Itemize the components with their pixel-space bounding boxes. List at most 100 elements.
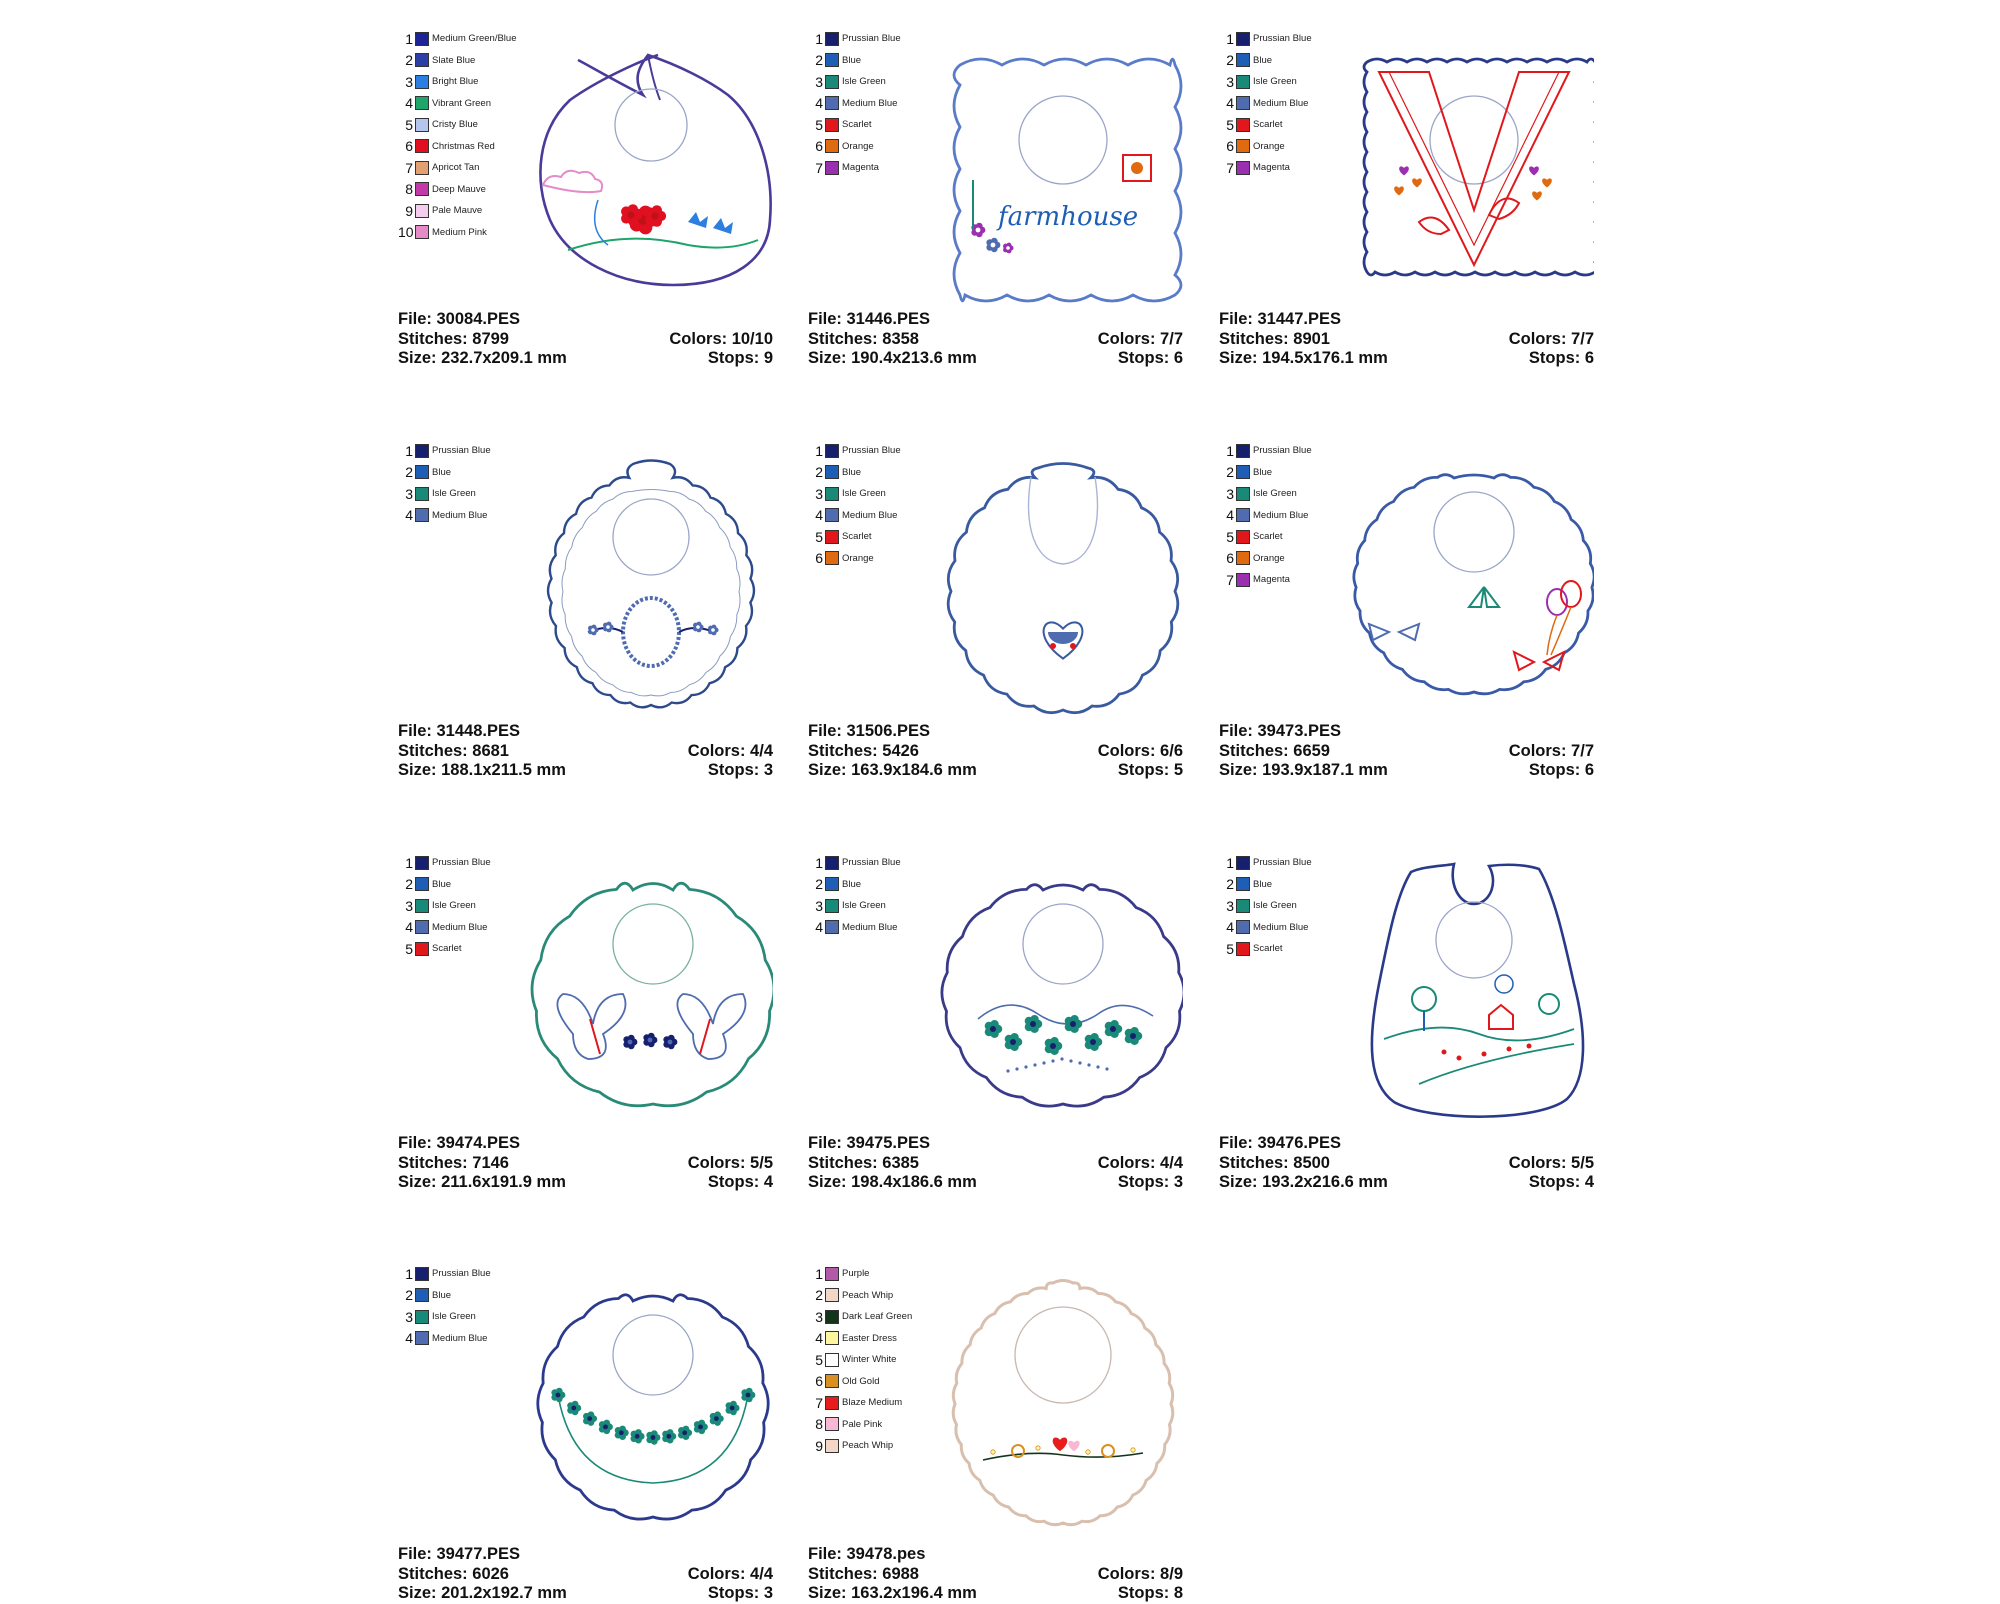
color-swatch bbox=[825, 1438, 839, 1453]
legend-number: 7 bbox=[815, 159, 823, 176]
design-card: 1 Purple 2 Peach Whip 3 Dark Leaf Green 4 Easte… bbox=[808, 1255, 1183, 1602]
legend-item: 5 Winter White bbox=[808, 1349, 958, 1371]
thread-name: Medium Green/Blue bbox=[432, 33, 517, 45]
design-card: 1 Prussian Blue 2 Blue 3 Isle Green 4 Medium Bl… bbox=[1219, 844, 1594, 1191]
legend-number: 5 bbox=[405, 116, 413, 133]
color-swatch bbox=[1236, 117, 1250, 132]
file-name: File: 39478.pes bbox=[808, 1545, 926, 1563]
thread-name: Blue bbox=[1253, 878, 1273, 890]
bib-embroidery-preview bbox=[536, 1293, 770, 1521]
color-count: Colors: 7/7 bbox=[1508, 741, 1594, 760]
neck-opening bbox=[1027, 476, 1099, 565]
file-name: File: 31446.PES bbox=[808, 310, 930, 328]
file-name: File: 39474.PES bbox=[398, 1134, 520, 1152]
house-icon bbox=[1488, 1003, 1514, 1030]
legend-item: 4 Vibrant Green bbox=[398, 93, 548, 115]
color-swatch bbox=[415, 117, 429, 132]
legend-item: 7 Magenta bbox=[808, 157, 958, 179]
legend-item: 9 Peach Whip bbox=[808, 1435, 958, 1457]
thread-name: Bright Blue bbox=[432, 76, 479, 88]
legend-number: 6 bbox=[1226, 550, 1234, 567]
thread-name: Cristy Blue bbox=[432, 119, 478, 131]
farmhouse-text: farmhouse bbox=[996, 202, 1138, 232]
legend-number: 5 bbox=[815, 1351, 823, 1368]
thread-name: Orange bbox=[842, 552, 874, 564]
color-count: Colors: 5/5 bbox=[687, 1153, 773, 1172]
color-swatch bbox=[415, 203, 429, 218]
heart-icon bbox=[1532, 191, 1542, 201]
legend-item: 9 Pale Mauve bbox=[398, 200, 548, 222]
legend-number: 4 bbox=[815, 507, 823, 524]
thread-name: Orange bbox=[1253, 140, 1285, 152]
legend-item: 2 Blue bbox=[398, 1285, 548, 1307]
design-info: File: 39476.PES Stitches: 8500 Colors: 5/5… bbox=[1219, 1134, 1594, 1193]
color-swatch bbox=[415, 1288, 429, 1303]
thread-name: Prussian Blue bbox=[1253, 445, 1312, 457]
color-swatch bbox=[825, 551, 839, 566]
color-swatch bbox=[1236, 96, 1250, 111]
color-swatch bbox=[415, 139, 429, 154]
tree-icon bbox=[1411, 986, 1437, 1012]
legend-number: 1 bbox=[815, 442, 823, 459]
color-count: Colors: 7/7 bbox=[1508, 329, 1594, 348]
legend-item: 7 Magenta bbox=[1219, 569, 1369, 591]
neck-opening bbox=[1435, 901, 1513, 979]
color-swatch bbox=[415, 160, 429, 175]
legend-number: 4 bbox=[815, 919, 823, 936]
heart-icon bbox=[1542, 178, 1552, 188]
legend-number: 3 bbox=[1226, 485, 1234, 502]
heart-icon bbox=[1394, 186, 1404, 196]
color-swatch bbox=[415, 465, 429, 480]
stop-count: Stops: 3 bbox=[1117, 1173, 1183, 1191]
stitch-count: Stitches: 7146 bbox=[398, 1153, 509, 1172]
legend-item: 6 Orange bbox=[1219, 136, 1369, 158]
legend-number: 1 bbox=[405, 30, 413, 47]
design-card: 1 Prussian Blue 2 Blue 3 Isle Green 4 Medium Bl… bbox=[808, 432, 1183, 779]
thread-name: Medium Blue bbox=[842, 97, 898, 109]
legend-number: 2 bbox=[405, 876, 413, 893]
neck-opening bbox=[1429, 95, 1519, 185]
stitch-count: Stitches: 6026 bbox=[398, 1564, 509, 1583]
stop-count: Stops: 6 bbox=[1528, 349, 1594, 367]
stitch-count: Stitches: 6988 bbox=[808, 1564, 919, 1583]
legend-number: 5 bbox=[815, 528, 823, 545]
thread-name: Medium Pink bbox=[432, 226, 487, 238]
legend-item: 2 Blue bbox=[398, 874, 548, 896]
thread-name: Apricot Tan bbox=[432, 162, 480, 174]
color-swatch bbox=[825, 1395, 839, 1410]
butterfly-icon bbox=[688, 212, 708, 228]
legend-item: 6 Old Gold bbox=[808, 1371, 958, 1393]
color-swatch bbox=[415, 74, 429, 89]
color-swatch bbox=[415, 182, 429, 197]
legend-item: 1 Purple bbox=[808, 1263, 958, 1285]
legend-number: 4 bbox=[405, 919, 413, 936]
color-swatch bbox=[415, 96, 429, 111]
thread-name: Magenta bbox=[1253, 162, 1290, 174]
legend-number: 2 bbox=[815, 1287, 823, 1304]
legend-number: 7 bbox=[1226, 571, 1234, 588]
file-name: File: 31448.PES bbox=[398, 722, 520, 740]
sun-icon bbox=[1494, 974, 1514, 994]
color-swatch bbox=[415, 225, 429, 240]
legend-number: 3 bbox=[815, 897, 823, 914]
bib-outline bbox=[1352, 473, 1594, 696]
wreath bbox=[621, 596, 681, 668]
thread-name: Scarlet bbox=[1253, 531, 1283, 543]
color-swatch bbox=[1236, 572, 1250, 587]
legend-item: 2 Blue bbox=[1219, 462, 1369, 484]
legend-item: 7 Apricot Tan bbox=[398, 157, 548, 179]
legend-item: 2 Blue bbox=[808, 462, 958, 484]
color-count: Colors: 4/4 bbox=[687, 1564, 773, 1583]
design-size: Size: 193.9x187.1 mm bbox=[1219, 761, 1388, 779]
color-swatch bbox=[825, 31, 839, 46]
legend-item: 2 Blue bbox=[398, 462, 548, 484]
color-swatch bbox=[1236, 74, 1250, 89]
color-swatch bbox=[415, 443, 429, 458]
color-legend: 1 Prussian Blue 2 Blue 3 Isle Green 4 Medium Bl… bbox=[1219, 852, 1369, 960]
bib-outline bbox=[546, 459, 756, 709]
legend-item: 7 Blaze Medium bbox=[808, 1392, 958, 1414]
legend-number: 5 bbox=[405, 940, 413, 957]
thread-name: Isle Green bbox=[842, 900, 886, 912]
design-info: File: 31446.PES Stitches: 8358 Colors: 7/7… bbox=[808, 310, 1183, 369]
legend-number: 4 bbox=[405, 95, 413, 112]
